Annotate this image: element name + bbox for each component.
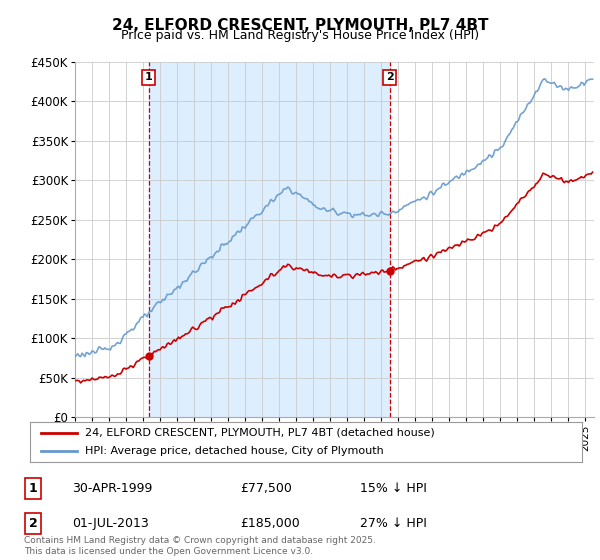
Text: 24, ELFORD CRESCENT, PLYMOUTH, PL7 4BT: 24, ELFORD CRESCENT, PLYMOUTH, PL7 4BT xyxy=(112,18,488,33)
Text: £185,000: £185,000 xyxy=(240,517,300,530)
Text: 2: 2 xyxy=(386,72,394,82)
Text: HPI: Average price, detached house, City of Plymouth: HPI: Average price, detached house, City… xyxy=(85,446,384,456)
Text: 15% ↓ HPI: 15% ↓ HPI xyxy=(360,482,427,495)
Text: 27% ↓ HPI: 27% ↓ HPI xyxy=(360,517,427,530)
Text: 1: 1 xyxy=(29,482,37,495)
Text: 30-APR-1999: 30-APR-1999 xyxy=(72,482,152,495)
Text: 01-JUL-2013: 01-JUL-2013 xyxy=(72,517,149,530)
Text: 24, ELFORD CRESCENT, PLYMOUTH, PL7 4BT (detached house): 24, ELFORD CRESCENT, PLYMOUTH, PL7 4BT (… xyxy=(85,428,435,437)
Text: Price paid vs. HM Land Registry's House Price Index (HPI): Price paid vs. HM Land Registry's House … xyxy=(121,29,479,42)
Bar xyxy=(149,62,390,417)
Text: 2: 2 xyxy=(29,517,37,530)
Text: 1: 1 xyxy=(145,72,152,82)
Text: Contains HM Land Registry data © Crown copyright and database right 2025.
This d: Contains HM Land Registry data © Crown c… xyxy=(24,536,376,556)
Text: £77,500: £77,500 xyxy=(240,482,292,495)
